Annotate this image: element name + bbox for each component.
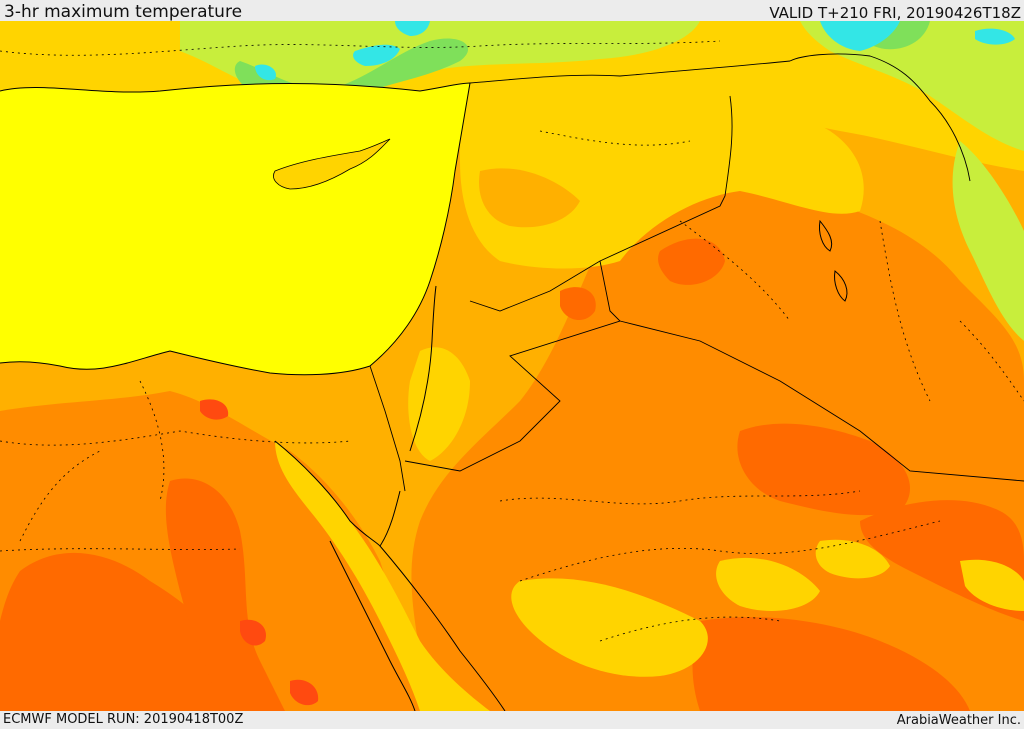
dotted-boundary-9 bbox=[0, 40, 721, 56]
jordan-saudi-border bbox=[404, 260, 621, 472]
red-sea-corridor bbox=[275, 441, 490, 711]
dotted-boundary-4 bbox=[499, 490, 861, 505]
header-bar: 3-hr maximum temperature VALID T+210 FRI… bbox=[0, 0, 1024, 22]
egypt-hot-region bbox=[0, 552, 260, 711]
turkey-syria-border bbox=[469, 60, 791, 84]
dotted-boundary-8 bbox=[879, 220, 931, 402]
gulf-gold-patch bbox=[960, 559, 1024, 611]
dead-sea-gold-patch bbox=[408, 347, 470, 461]
model-run-label: ECMWF MODEL RUN: 20190418T00Z bbox=[3, 712, 244, 727]
jordan-valley-line bbox=[409, 285, 437, 452]
valid-time-label: VALID T+210 FRI, 20190426T18Z bbox=[769, 4, 1021, 22]
dotted-boundary-10 bbox=[539, 130, 691, 146]
delta-red-patch bbox=[200, 399, 229, 420]
central-arabia-hot-spot bbox=[737, 423, 910, 516]
lake-tharthar bbox=[819, 219, 833, 252]
dotted-boundary-12 bbox=[959, 320, 1024, 402]
north-cool-patch bbox=[395, 21, 430, 36]
syria-gold-area bbox=[460, 79, 864, 269]
northeast-cool-patch bbox=[820, 21, 900, 51]
turkey-cool-patch bbox=[353, 44, 400, 66]
iraq-hot-patch bbox=[658, 238, 725, 285]
temperature-map-canvas bbox=[0, 21, 1024, 711]
upper-egypt-red-patch bbox=[240, 619, 266, 646]
dotted-boundary-3 bbox=[19, 450, 101, 542]
mediterranean-sea bbox=[0, 82, 470, 375]
red-sea-east-coast bbox=[379, 545, 506, 711]
nile-hot-strip bbox=[165, 478, 285, 711]
dotted-boundary-2 bbox=[0, 548, 241, 552]
dotted-boundary-5 bbox=[519, 520, 941, 582]
south-egypt-red-patch bbox=[290, 679, 319, 706]
footer-bar: ECMWF MODEL RUN: 20190418T00Z ArabiaWeat… bbox=[0, 711, 1024, 729]
syria-orange-patch bbox=[479, 168, 580, 228]
najd-gold-patch-2 bbox=[716, 557, 820, 611]
lake-habbaniyah bbox=[834, 270, 848, 302]
iraq-saudi-border bbox=[619, 320, 1024, 482]
country-borders bbox=[369, 53, 1024, 492]
east-gold-patch bbox=[815, 539, 890, 579]
coastlines bbox=[0, 82, 848, 711]
turkey-coastline bbox=[0, 82, 471, 93]
egypt-israel-border bbox=[369, 365, 406, 492]
turkey-cool-patch-2 bbox=[255, 64, 276, 81]
credit-label: ArabiaWeather Inc. bbox=[896, 713, 1021, 728]
jordan-hot-patch bbox=[560, 287, 596, 321]
northeast-light-green-band bbox=[800, 21, 1024, 151]
najd-gold-patch bbox=[511, 578, 708, 677]
dotted-boundary-1 bbox=[0, 430, 351, 446]
gulf-of-suez-coast bbox=[274, 440, 401, 547]
red-sea-west-coast bbox=[329, 540, 416, 711]
south-arabia-hot-spot bbox=[692, 617, 970, 711]
temperature-map bbox=[0, 21, 1024, 711]
cyprus-island bbox=[273, 138, 391, 190]
map-title: 3-hr maximum temperature bbox=[4, 2, 243, 22]
iraq-iran-border-north bbox=[789, 53, 971, 182]
levant-coastline bbox=[0, 82, 471, 376]
far-northeast-cool-patch bbox=[975, 28, 1015, 45]
province-boundaries bbox=[0, 40, 1024, 642]
east-green-band bbox=[952, 141, 1024, 341]
